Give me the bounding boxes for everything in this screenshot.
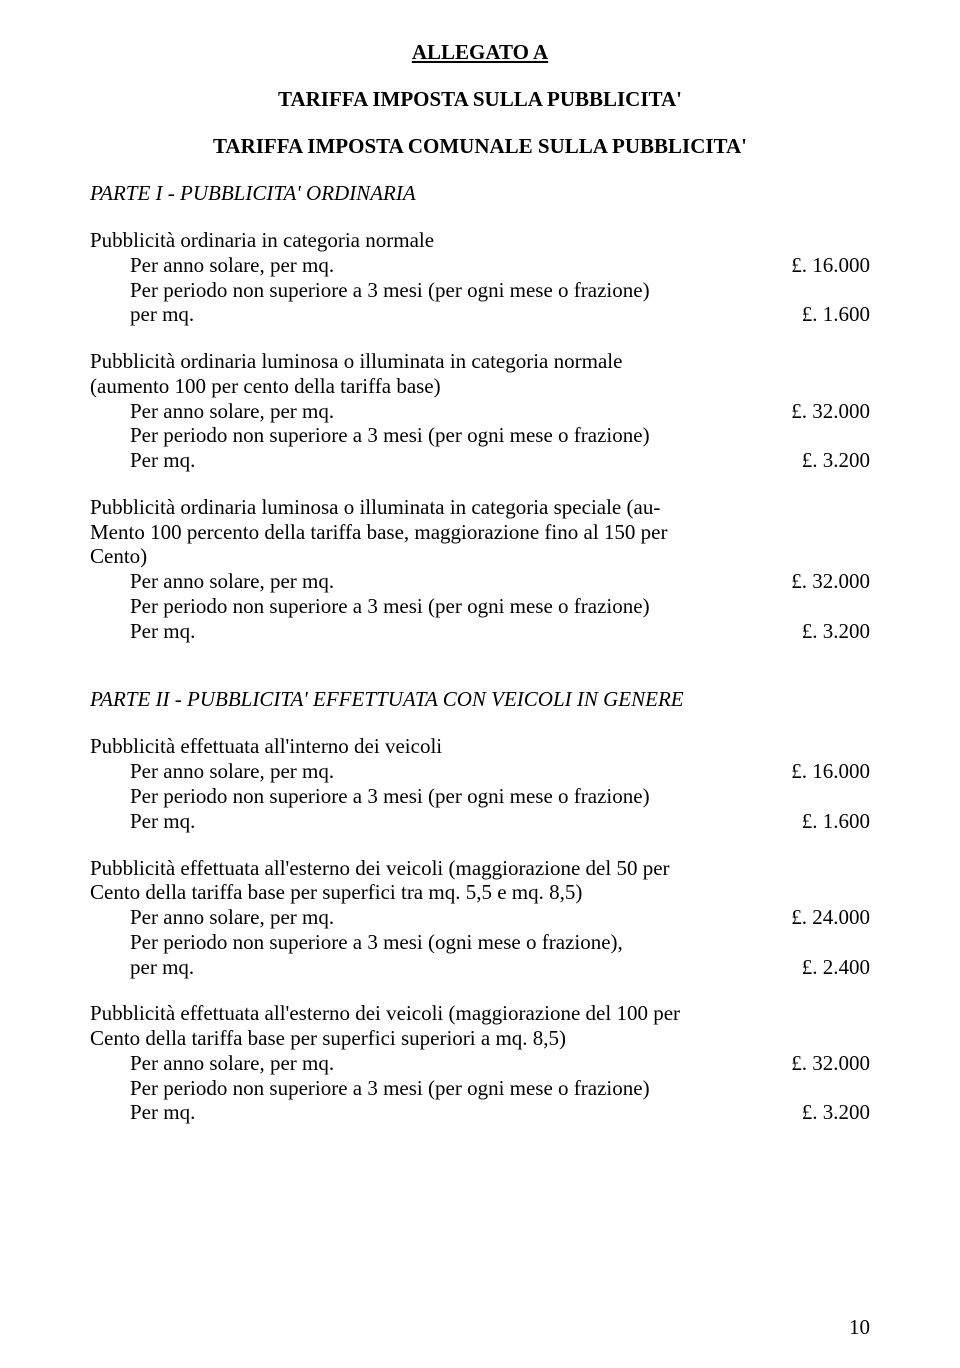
tariff-value: £. 32.000 — [791, 569, 870, 594]
tariff-row: per mq. £. 1.600 — [90, 302, 870, 327]
section-desc: Pubblicità effettuata all'esterno dei ve… — [90, 1001, 870, 1026]
tariff-value: £. 1.600 — [802, 809, 870, 834]
section-1: Pubblicità ordinaria in categoria normal… — [90, 228, 870, 327]
document-subtitle-1: TARIFFA IMPOSTA SULLA PUBBLICITA' — [90, 87, 870, 112]
tariff-sublabel: Per periodo non superiore a 3 mesi (per … — [90, 784, 870, 809]
tariff-value: £. 24.000 — [791, 905, 870, 930]
tariff-label: Per anno solare, per mq. — [90, 759, 334, 784]
tariff-row: Per anno solare, per mq. £. 16.000 — [90, 759, 870, 784]
tariff-sublabel: Per periodo non superiore a 3 mesi (per … — [90, 278, 870, 303]
section-desc: Mento 100 percento della tariffa base, m… — [90, 520, 870, 545]
tariff-label: Per mq. — [90, 809, 195, 834]
section-2: Pubblicità ordinaria luminosa o illumina… — [90, 349, 870, 473]
section-desc: Pubblicità ordinaria luminosa o illumina… — [90, 495, 870, 520]
section-desc: Pubblicità ordinaria luminosa o illumina… — [90, 349, 870, 374]
page-number: 10 — [849, 1315, 870, 1340]
tariff-value: £. 1.600 — [802, 302, 870, 327]
tariff-row: Per anno solare, per mq. £. 32.000 — [90, 399, 870, 424]
tariff-sublabel: Per periodo non superiore a 3 mesi (per … — [90, 423, 870, 448]
section-desc: (aumento 100 per cento della tariffa bas… — [90, 374, 870, 399]
tariff-row: Per mq. £. 3.200 — [90, 1100, 870, 1125]
tariff-label: Per anno solare, per mq. — [90, 1051, 334, 1076]
section-desc: Cento della tariffa base per superfici t… — [90, 880, 870, 905]
tariff-sublabel: Per periodo non superiore a 3 mesi (per … — [90, 594, 870, 619]
document-title: ALLEGATO A — [90, 40, 870, 65]
section-desc: Pubblicità ordinaria in categoria normal… — [90, 228, 870, 253]
tariff-value: £. 16.000 — [791, 253, 870, 278]
tariff-label: Per anno solare, per mq. — [90, 905, 334, 930]
tariff-label: Per mq. — [90, 619, 195, 644]
tariff-row: per mq. £. 2.400 — [90, 955, 870, 980]
tariff-value: £. 32.000 — [791, 1051, 870, 1076]
tariff-label: Per mq. — [90, 1100, 195, 1125]
section-6: Pubblicità effettuata all'esterno dei ve… — [90, 1001, 870, 1125]
tariff-label: per mq. — [90, 955, 194, 980]
tariff-row: Per anno solare, per mq. £. 24.000 — [90, 905, 870, 930]
tariff-value: £. 3.200 — [802, 1100, 870, 1125]
section-5: Pubblicità effettuata all'esterno dei ve… — [90, 856, 870, 980]
tariff-sublabel: Per periodo non superiore a 3 mesi (per … — [90, 1076, 870, 1101]
section-desc: Pubblicità effettuata all'esterno dei ve… — [90, 856, 870, 881]
tariff-row: Per mq. £. 3.200 — [90, 448, 870, 473]
tariff-value: £. 3.200 — [802, 448, 870, 473]
section-4: Pubblicità effettuata all'interno dei ve… — [90, 734, 870, 833]
tariff-label: Per anno solare, per mq. — [90, 569, 334, 594]
document-subtitle-2: TARIFFA IMPOSTA COMUNALE SULLA PUBBLICIT… — [90, 134, 870, 159]
tariff-row: Per anno solare, per mq. £. 32.000 — [90, 1051, 870, 1076]
part-1-heading: PARTE I - PUBBLICITA' ORDINARIA — [90, 181, 870, 206]
tariff-row: Per anno solare, per mq. £. 32.000 — [90, 569, 870, 594]
tariff-row: Per mq. £. 1.600 — [90, 809, 870, 834]
tariff-label: Per mq. — [90, 448, 195, 473]
section-3: Pubblicità ordinaria luminosa o illumina… — [90, 495, 870, 644]
tariff-value: £. 32.000 — [791, 399, 870, 424]
document-page: ALLEGATO A TARIFFA IMPOSTA SULLA PUBBLIC… — [0, 0, 960, 1368]
tariff-sublabel: Per periodo non superiore a 3 mesi (ogni… — [90, 930, 870, 955]
section-desc: Pubblicità effettuata all'interno dei ve… — [90, 734, 870, 759]
tariff-label: per mq. — [90, 302, 194, 327]
tariff-row: Per mq. £. 3.200 — [90, 619, 870, 644]
tariff-row: Per anno solare, per mq. £. 16.000 — [90, 253, 870, 278]
tariff-value: £. 16.000 — [791, 759, 870, 784]
section-desc: Cento della tariffa base per superfici s… — [90, 1026, 870, 1051]
tariff-value: £. 2.400 — [802, 955, 870, 980]
tariff-label: Per anno solare, per mq. — [90, 399, 334, 424]
part-2-heading: PARTE II - PUBBLICITA' EFFETTUATA CON VE… — [90, 687, 870, 712]
tariff-label: Per anno solare, per mq. — [90, 253, 334, 278]
section-desc: Cento) — [90, 544, 870, 569]
tariff-value: £. 3.200 — [802, 619, 870, 644]
